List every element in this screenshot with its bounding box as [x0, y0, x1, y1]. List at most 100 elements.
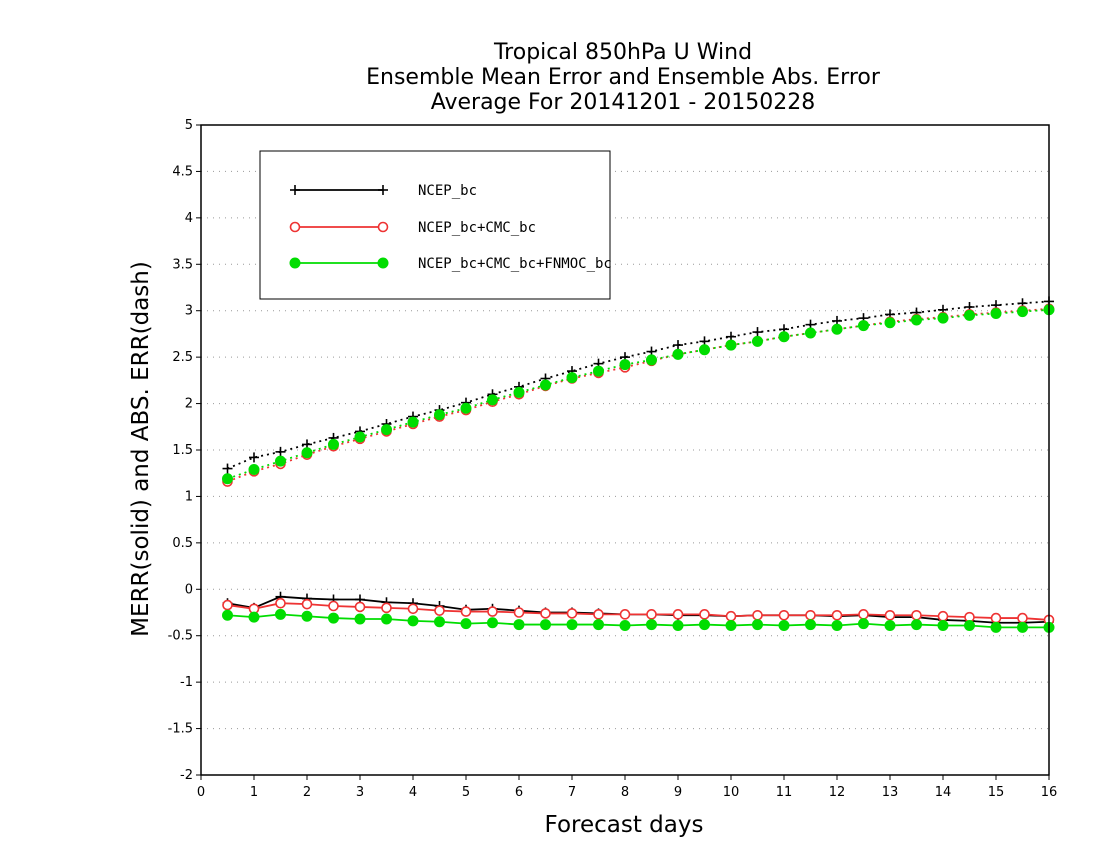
merr-point [513, 619, 525, 631]
merr-point [752, 609, 763, 621]
merr-point [328, 600, 339, 612]
abs-err-line [227, 307, 1050, 483]
merr-point [937, 610, 949, 622]
merr-point [1017, 621, 1028, 633]
legend-box [259, 150, 611, 300]
abs-err-point [593, 365, 604, 377]
y-tick-label: 2.5 [172, 350, 193, 365]
merr-point [593, 619, 604, 631]
merr-point [301, 598, 313, 610]
abs-err-point [275, 446, 286, 457]
merr-point [434, 616, 445, 628]
abs-err-point [249, 452, 259, 463]
y-tick-label: 2 [185, 397, 193, 412]
merr-point [540, 619, 551, 631]
legend-marker [289, 257, 301, 269]
y-axis-label: MERR(solid) and ABS. ERR(dash) [128, 261, 154, 637]
x-tick-label: 2 [303, 785, 311, 800]
series-NCEP_bc+CMC_bc+FNMOC_bc [227, 308, 1050, 629]
abs-err-point [831, 323, 843, 335]
y-tick-label: 5 [185, 118, 193, 133]
chart-title: Tropical 850hPa U Wind Ensemble Mean Err… [366, 40, 881, 115]
merr-point [778, 620, 790, 631]
abs-err-point [911, 314, 922, 326]
merr-point [619, 609, 631, 620]
abs-err-point [460, 402, 472, 414]
x-tick-label: 5 [462, 785, 470, 800]
legend-label: NCEP_bc [418, 183, 477, 199]
abs-err-point [540, 379, 551, 391]
x-tick-label: 13 [882, 785, 899, 800]
abs-err-point [752, 327, 763, 338]
merr-point [301, 610, 313, 622]
abs-err-point [964, 309, 975, 321]
abs-err-line [227, 300, 1050, 470]
abs-err-point [858, 320, 869, 332]
merr-point [964, 620, 975, 631]
abs-err-point [248, 464, 260, 475]
y-tick-label: 1 [185, 489, 193, 504]
chart-title-line-3: Average For 20141201 - 20150228 [431, 90, 816, 115]
abs-err-point [354, 431, 366, 443]
abs-err-point [646, 354, 657, 366]
y-tick-label: 0 [185, 582, 193, 597]
merr-point [460, 606, 472, 617]
merr-point [646, 619, 657, 631]
merr-point [831, 609, 843, 621]
series-NCEP_bc+CMC_bc [227, 307, 1050, 621]
series-layer [222, 296, 1055, 633]
merr-point [858, 609, 869, 620]
series-NCEP_bc [227, 300, 1050, 624]
abs-err-point [619, 359, 631, 371]
abs-err-point [1017, 306, 1028, 318]
x-tick-label: 15 [988, 785, 1005, 800]
merr-point [646, 609, 657, 620]
merr-point [354, 613, 366, 625]
markers-NCEP_bc [222, 296, 1054, 628]
abs-err-point [328, 438, 339, 450]
abs-err-point [752, 335, 763, 347]
x-tick-label: 1 [250, 785, 258, 800]
x-tick-label: 3 [356, 785, 364, 800]
abs-err-point [672, 348, 684, 360]
merr-point [222, 609, 233, 621]
legend-marker [377, 221, 389, 233]
merr-point [1017, 612, 1028, 624]
chart-title-line-1: Tropical 850hPa U Wind [493, 40, 752, 65]
merr-point [884, 620, 896, 631]
merr-point [805, 609, 816, 621]
abs-err-point [673, 340, 683, 351]
merr-point [593, 609, 604, 620]
abs-err-point [884, 317, 896, 329]
merr-point [275, 608, 286, 620]
merr-point [407, 603, 419, 615]
y-tick-label: 0.5 [172, 536, 193, 551]
y-tick-label: -1.5 [168, 722, 193, 737]
merr-point [248, 611, 260, 623]
abs-err-point [699, 344, 710, 356]
merr-point [884, 609, 896, 621]
chart-title-line-2: Ensemble Mean Error and Ensemble Abs. Er… [366, 65, 881, 90]
markers-NCEP_bc+CMC_bc+FNMOC_bc [222, 304, 1055, 633]
legend-marker [377, 257, 389, 269]
abs-err-point [222, 473, 233, 485]
abs-err-point [725, 339, 737, 351]
merr-point [990, 612, 1002, 624]
merr-point [328, 612, 339, 624]
merr-point [354, 601, 366, 613]
legend-marker [378, 185, 388, 195]
x-tick-label: 10 [723, 785, 740, 800]
merr-point [778, 609, 790, 621]
merr-point [487, 617, 498, 629]
x-tick-label: 4 [409, 785, 417, 800]
merr-point [619, 620, 631, 631]
x-tick-label: 7 [568, 785, 576, 800]
merr-point [937, 620, 949, 631]
x-tick-label: 11 [776, 785, 793, 800]
y-tick-label: 1.5 [172, 443, 193, 458]
x-tick-label: 14 [935, 785, 952, 800]
axis-ticks: -2-1.5-1-0.500.511.522.533.544.550 1 2 3 4 5 6… [168, 118, 1058, 800]
abs-err-point [937, 312, 949, 324]
merr-point [275, 597, 286, 609]
